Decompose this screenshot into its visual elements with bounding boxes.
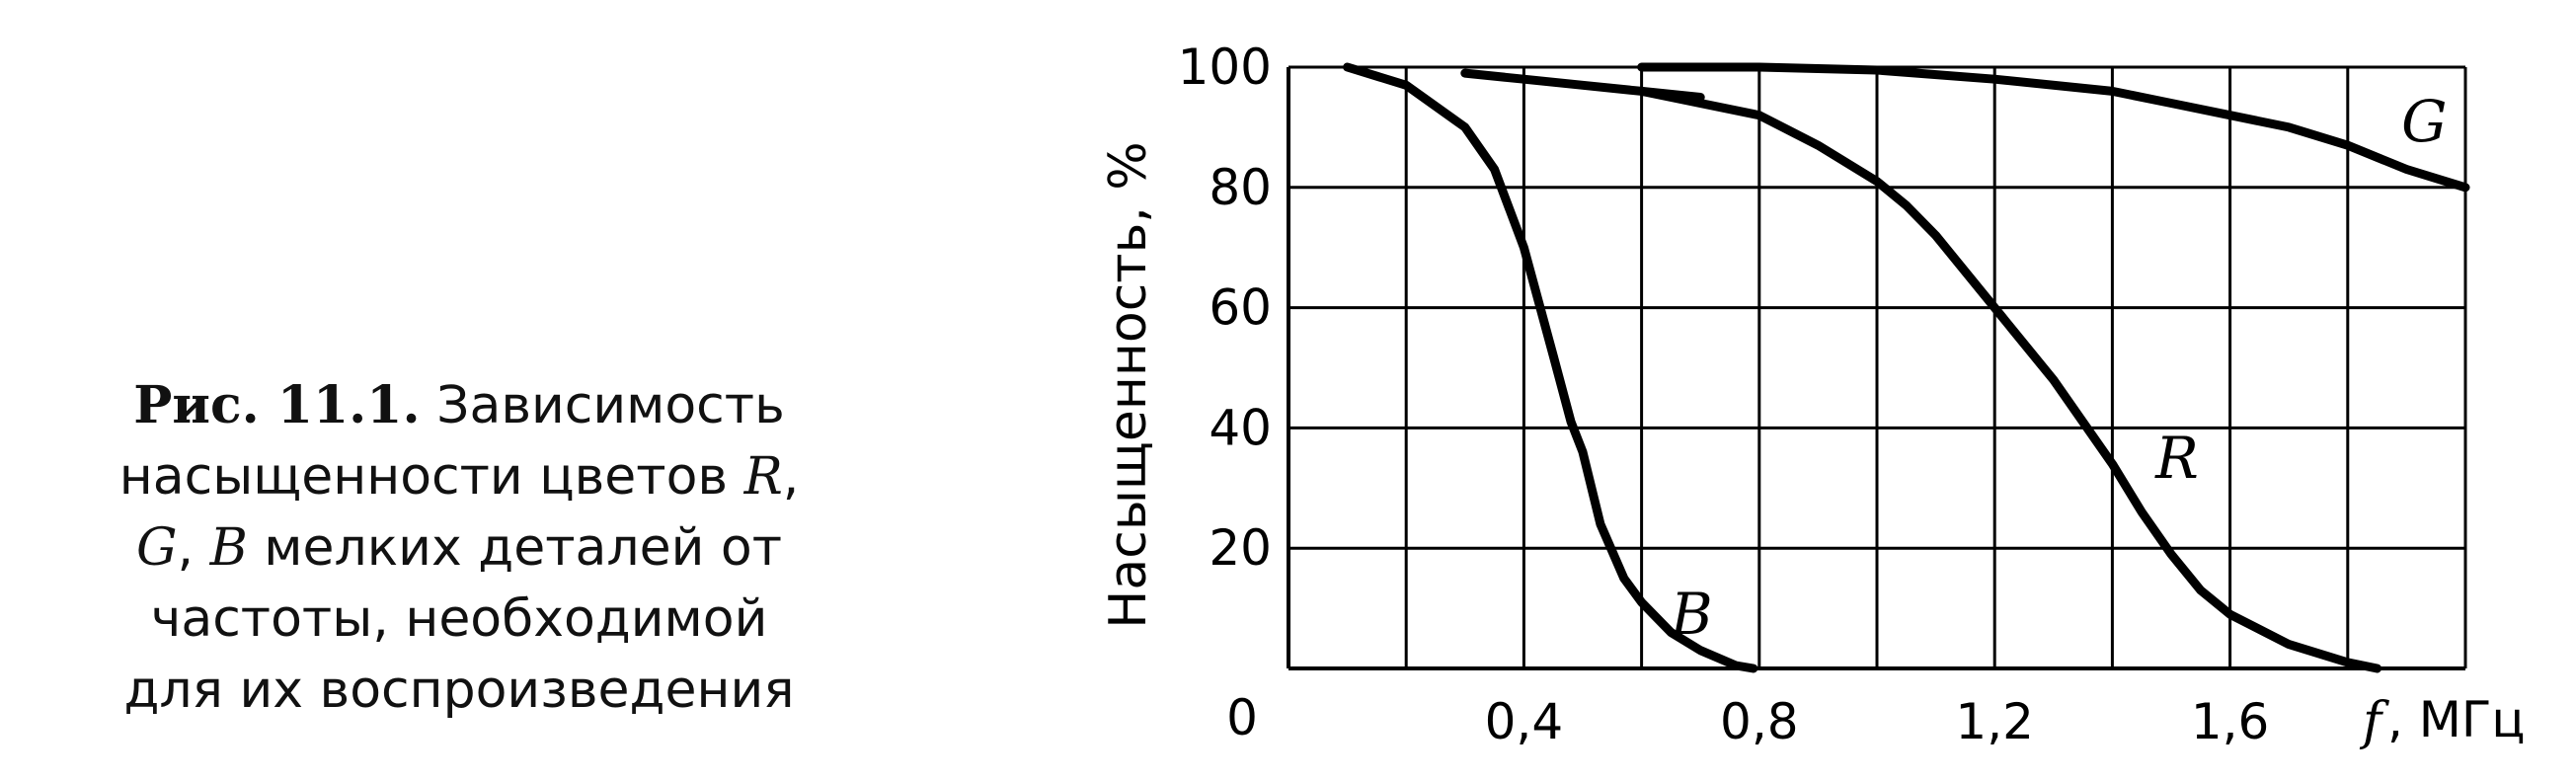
caption-comma: ,	[782, 447, 800, 507]
caption-line-5: для их воспроизведения	[123, 661, 795, 720]
series-label-b: B	[1670, 581, 1713, 648]
series-labels: B R G	[1670, 88, 2448, 648]
figure-caption: Рис. 11.1. Зависимость насыщенности цвет…	[20, 370, 898, 726]
y-tick-label: 40	[1209, 399, 1272, 456]
series-group	[1343, 62, 2470, 673]
tick-labels: 0,4 0,8 1,2 1,6 0 20 40 60 80 100	[1178, 39, 2270, 750]
caption-symbol-g: G	[135, 518, 178, 578]
caption-line-2: насыщенности цветов R,	[20, 441, 898, 512]
y-tick-label: 60	[1209, 279, 1272, 337]
caption-text-3: мелких деталей от	[247, 518, 783, 578]
caption-line-1: Рис. 11.1. Зависимость	[20, 370, 898, 441]
x-tick-label: 0,4	[1485, 693, 1564, 750]
grid	[1287, 65, 2467, 670]
series-label-g: G	[2401, 88, 2447, 155]
caption-text-2: насыщенности цветов	[118, 447, 744, 507]
y-tick-label: 100	[1178, 39, 1272, 96]
caption-sep: ,	[177, 518, 210, 578]
caption-text-1: Зависимость	[436, 376, 785, 435]
caption-line-3: G, B мелких деталей от	[20, 512, 898, 584]
series-line-r	[1637, 86, 2382, 673]
y-tick-label: 80	[1209, 159, 1272, 216]
x-axis-unit: , МГц	[2387, 691, 2525, 748]
x-tick-label: 0,8	[1720, 693, 1799, 750]
x-tick-label: 1,2	[1955, 693, 2034, 750]
caption-line-4: частоты, необходимой	[150, 589, 768, 649]
series-line-g	[1637, 62, 2470, 193]
origin-tick-label: 0	[1226, 689, 1258, 746]
caption-symbol-r: R	[743, 447, 783, 507]
figure-label: Рис. 11.1.	[133, 375, 421, 435]
series-line-b	[1343, 62, 1758, 673]
series-label-r: R	[2154, 425, 2199, 492]
series-line-unlabeled	[1460, 68, 1705, 102]
y-axis-label: Насыщенность, %	[1099, 141, 1158, 628]
y-tick-label: 20	[1209, 519, 1272, 577]
caption-symbol-b: B	[209, 518, 248, 578]
x-tick-label: 1,6	[2191, 693, 2270, 750]
x-axis-symbol: f	[2359, 692, 2389, 751]
